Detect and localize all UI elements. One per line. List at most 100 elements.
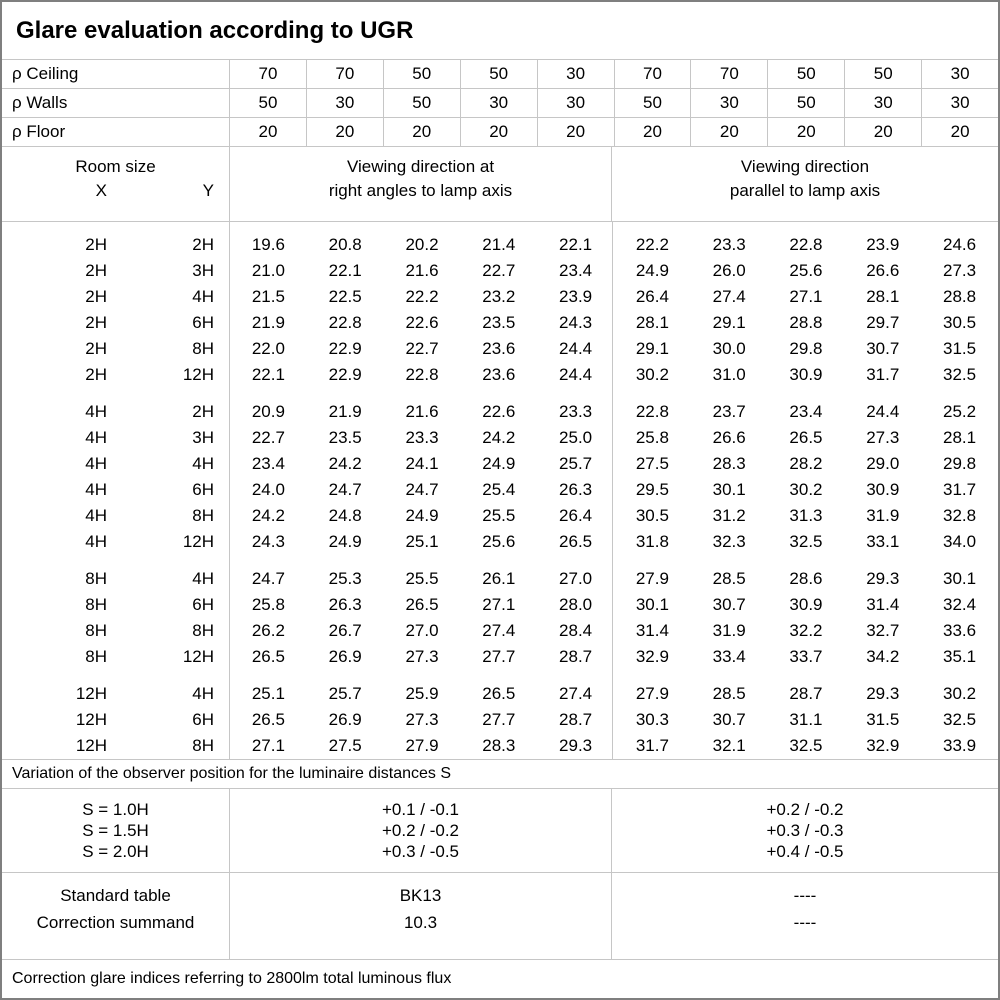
ugr-value: 29.8: [789, 339, 823, 358]
parallel-direction-header: Viewing direction parallel to lamp axis: [612, 147, 998, 221]
room-y: 12H: [182, 365, 214, 384]
ugr-value: 22.1: [251, 365, 285, 384]
reflectance-value: 20: [615, 118, 692, 146]
ugr-value: 23.9: [866, 235, 900, 254]
ugr-value: 25.3: [328, 569, 362, 588]
ugr-value: 32.1: [712, 736, 746, 755]
summary-block: Standard table Correction summand BK13 10.…: [2, 873, 998, 960]
room-y: 8H: [192, 339, 214, 358]
ugr-value: 23.7: [712, 402, 746, 421]
perpendicular-direction-header: Viewing direction at right angles to lam…: [230, 147, 612, 221]
ugr-row-values: 25.8 26.3 26.5 27.1 28.0 30.1 30.7 30.9 31.4 32.4: [230, 595, 998, 615]
ugr-value: 35.1: [943, 647, 977, 666]
ugr-row-values: 24.3 24.9 25.1 25.6 26.5 31.8 32.3 32.5 33.1 34.0: [230, 532, 998, 552]
reflectance-value: 50: [845, 60, 923, 88]
ugr-value: 27.3: [405, 647, 439, 666]
reflectance-row: ρ Floor 20 20 20 20 20 20 20 20 20 20: [2, 118, 998, 147]
ugr-value: 29.8: [943, 454, 977, 473]
reflectance-value: 50: [768, 60, 846, 88]
ugr-value: 31.8: [635, 532, 669, 551]
ugr-value: 20.9: [251, 402, 285, 421]
reflectance-value: 30: [307, 89, 384, 117]
ugr-row-values: 20.9 21.9 21.6 22.6 23.3 22.8 23.7 23.4 24.4 25.2: [230, 402, 998, 422]
reflectance-value: 30: [691, 89, 769, 117]
ugr-row-values: 21.5 22.5 22.2 23.2 23.9 26.4 27.4 27.1 28.1 28.8: [230, 287, 998, 307]
ugr-value: 24.6: [943, 235, 977, 254]
ugr-value: 32.7: [866, 621, 900, 640]
ugr-row-values: 26.5 26.9 27.3 27.7 28.7 30.3 30.7 31.1 31.5 32.5: [230, 710, 998, 730]
room-direction-header: Room size X Y Viewing direction at right…: [2, 147, 998, 222]
ugr-row-labels: 8H 12H: [2, 647, 230, 667]
ugr-value: 23.2: [482, 287, 516, 306]
ugr-value: 25.0: [559, 428, 593, 447]
room-y: 6H: [192, 480, 214, 499]
ugr-value: 24.2: [482, 428, 516, 447]
ugr-value: 31.4: [635, 621, 669, 640]
ugr-value: 26.6: [712, 428, 746, 447]
ugr-value: 23.9: [559, 287, 593, 306]
s-distance-label: S = 1.0H: [82, 800, 149, 819]
reflectance-label: ρ Floor: [2, 118, 230, 146]
ugr-value: 30.1: [943, 569, 977, 588]
ugr-value: 31.1: [789, 710, 823, 729]
ugr-value: 24.9: [482, 454, 516, 473]
ugr-value: 28.2: [789, 454, 823, 473]
ugr-value: 30.7: [866, 339, 900, 358]
ugr-value: 30.9: [789, 595, 823, 614]
ugr-value: 27.0: [559, 569, 593, 588]
room-x: 12H: [75, 710, 107, 729]
variation-note: Variation of the observer position for t…: [2, 759, 998, 789]
ugr-value: 31.0: [712, 365, 746, 384]
ugr-value: 24.8: [328, 506, 362, 525]
ugr-value: 28.4: [559, 621, 593, 640]
room-x: 2H: [85, 235, 107, 254]
ugr-value: 28.6: [789, 569, 823, 588]
ugr-value: 33.4: [712, 647, 746, 666]
ugr-value: 27.3: [405, 710, 439, 729]
ugr-value: 27.1: [251, 736, 285, 755]
ugr-row: 4H 8H 24.2 24.8 24.9 25.5 26.4 30.5 31.2 31.3 31.9…: [2, 503, 998, 529]
ugr-value: 24.9: [635, 261, 669, 280]
ugr-value: 30.2: [789, 480, 823, 499]
ugr-value: 23.5: [328, 428, 362, 447]
ugr-value: 22.8: [635, 402, 669, 421]
ugr-data-area: 2H 2H 19.6 20.8 20.2 21.4 22.1 22.2 23.3 22.8 23.9…: [2, 222, 998, 759]
s-perpendicular-value: +0.3 / -0.5: [381, 842, 460, 861]
reflectance-value: 70: [307, 60, 384, 88]
ugr-value: 26.3: [328, 595, 362, 614]
ugr-value: 28.3: [482, 736, 516, 755]
ugr-value: 31.5: [943, 339, 977, 358]
ugr-row: 4H 4H 23.4 24.2 24.1 24.9 25.7 27.5 28.3 28.2 29.0…: [2, 451, 998, 477]
ugr-value: 30.5: [943, 313, 977, 332]
ugr-value: 22.6: [482, 402, 516, 421]
ugr-value: 24.3: [251, 532, 285, 551]
ugr-row: 12H 4H 25.1 25.7 25.9 26.5 27.4 27.9 28.5 28.7 29.…: [2, 681, 998, 707]
x-column-header: X: [95, 181, 107, 200]
room-y: 3H: [192, 428, 214, 447]
ugr-row-labels: 12H 8H: [2, 736, 230, 756]
ugr-value: 26.9: [328, 710, 362, 729]
room-x: 2H: [85, 261, 107, 280]
ugr-value: 32.5: [789, 736, 823, 755]
ugr-row-values: 26.5 26.9 27.3 27.7 28.7 32.9 33.4 33.7 34.2 35.1: [230, 647, 998, 667]
ugr-value: 23.3: [405, 428, 439, 447]
ugr-value: 26.5: [251, 710, 285, 729]
ugr-value: 25.5: [405, 569, 439, 588]
ugr-value: 33.9: [943, 736, 977, 755]
ugr-value: 28.5: [712, 569, 746, 588]
room-x: 8H: [85, 647, 107, 666]
ugr-value: 30.9: [789, 365, 823, 384]
ugr-value: 33.1: [866, 532, 900, 551]
summary-label: Standard table: [60, 886, 171, 905]
ugr-value: 22.1: [559, 235, 593, 254]
ugr-row-labels: 12H 6H: [2, 710, 230, 730]
s-parallel-value: +0.2 / -0.2: [766, 800, 844, 819]
reflectance-value: 50: [384, 60, 461, 88]
ugr-row-values: 23.4 24.2 24.1 24.9 25.7 27.5 28.3 28.2 29.0 29.8: [230, 454, 998, 474]
ugr-value: 33.7: [789, 647, 823, 666]
ugr-row: 12H 6H 26.5 26.9 27.3 27.7 28.7 30.3 30.7 31.1 31.…: [2, 707, 998, 733]
ugr-value: 30.3: [635, 710, 669, 729]
ugr-value: 29.3: [559, 736, 593, 755]
ugr-row-labels: 4H 12H: [2, 532, 230, 552]
ugr-value: 27.1: [482, 595, 516, 614]
